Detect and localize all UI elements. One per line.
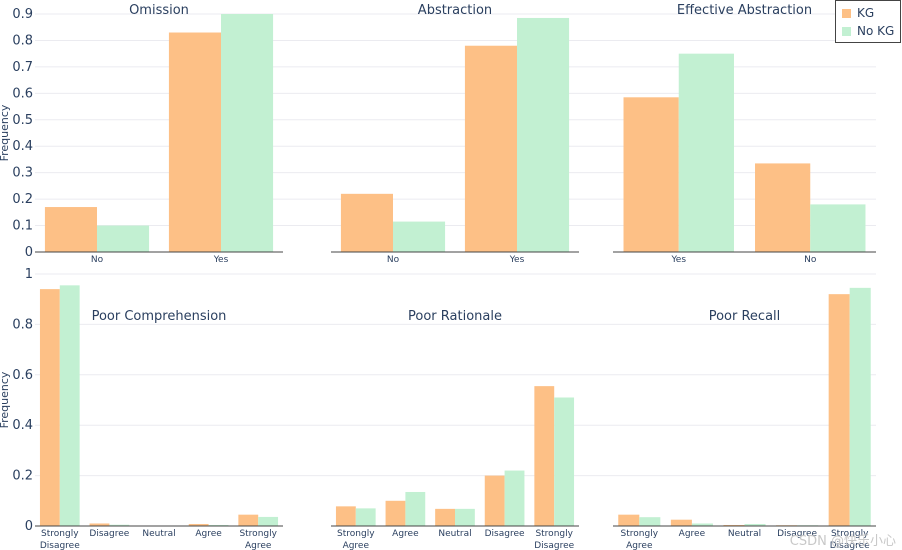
x-tick-label: Neutral [438,529,471,539]
bar-nokg [405,491,426,526]
bar-kg [828,294,850,526]
bar-kg [385,500,406,526]
y-tick-label: 0 [25,245,33,260]
bar-nokg [691,523,713,526]
y-tick-label: 0.2 [12,469,33,484]
x-tick-label: Agree [626,541,653,550]
y-tick-label: 0.6 [12,86,33,101]
legend-swatch-nokg [842,26,851,36]
bar-nokg [810,204,866,252]
x-tick-label: Disagree [89,529,129,539]
bar-kg [39,289,60,526]
x-tick-label: Yes [670,255,686,265]
y-tick-label: 0.6 [12,368,33,383]
bar-nokg [97,225,150,252]
x-tick-label: Agree [392,529,419,539]
bar-kg [335,506,356,526]
legend-item-kg[interactable]: KG [842,6,874,20]
bar-kg [340,193,393,252]
bar-nokg [393,221,446,252]
legend-label-nokg: No KG [857,24,895,38]
y-tick-label: 0.2 [12,192,33,207]
bar-nokg [258,516,279,526]
y-tick-label: 0.8 [12,33,33,48]
x-tick-label: Disagree [777,529,817,539]
y-tick-label: 0.3 [12,166,33,181]
bar-kg [755,163,811,252]
legend-label-kg: KG [857,6,875,20]
bar-kg [670,519,692,526]
x-tick-label: Yes [213,255,229,265]
y-tick-label: 0 [25,519,33,534]
watermark-text: CSDN @快乐小心 [790,534,896,549]
y-axis-label: Frequency [0,371,11,428]
x-tick-label: Disagree [40,541,80,550]
bar-kg [238,514,259,526]
bar-kg [168,32,221,253]
legend-item-nokg[interactable]: No KG [842,24,894,38]
subplot-title: Poor Comprehension [92,309,227,324]
x-tick-label: Disagree [485,529,525,539]
y-axis-label: Frequency [0,104,11,161]
bar-nokg [109,524,130,526]
bar-nokg [554,397,575,526]
bar-nokg [455,508,475,526]
x-tick-label: No [91,255,104,265]
bar-nokg [504,470,525,526]
y-tick-label: 0.8 [12,317,33,332]
x-tick-label: Agree [679,529,706,539]
x-tick-label: Yes [509,255,525,265]
y-tick-label: 0.4 [12,139,33,154]
subplot-title: Effective Abstraction [677,3,812,18]
y-tick-label: 1 [25,267,33,282]
subplot-title: Omission [129,3,189,18]
subplot-title: Poor Rationale [408,309,502,324]
x-tick-label: Agree [245,541,272,550]
y-tick-label: 0.1 [12,219,33,234]
x-tick-label: Strongly [337,529,375,539]
y-tick-label: 0.9 [12,7,33,22]
bar-kg [723,524,745,526]
x-tick-label: No [804,255,817,265]
bar-nokg [221,14,274,252]
bar-nokg [208,524,229,526]
x-tick-label: Disagree [534,541,574,550]
x-tick-label: Strongly [621,529,659,539]
y-tick-label: 0.5 [12,113,33,128]
bar-kg [89,523,110,526]
bar-nokg [59,285,80,526]
x-tick-label: Neutral [142,529,175,539]
bar-nokg [639,517,661,526]
legend[interactable]: KG No KG [835,0,901,43]
y-tick-label: 0.4 [12,418,33,433]
x-tick-label: No [387,255,400,265]
legend-swatch-kg [842,8,851,18]
x-tick-label: Strongly [41,529,79,539]
bar-nokg [355,508,376,526]
x-tick-label: Neutral [728,529,761,539]
x-tick-label: Strongly [535,529,573,539]
bar-kg [623,97,679,252]
bar-nokg [744,523,766,526]
x-tick-label: Strongly [239,529,277,539]
x-tick-label: Agree [195,529,222,539]
bar-kg [484,475,505,526]
y-tick-label: 0.7 [12,60,33,75]
bar-nokg [517,17,570,252]
x-tick-label: Strongly [831,529,869,539]
x-tick-label: Agree [343,541,370,550]
bar-kg [534,386,555,526]
bar-nokg [678,53,734,252]
bar-kg [435,508,455,526]
bar-nokg [849,287,871,526]
bar-kg [464,45,517,252]
bar-kg [618,514,640,526]
x-tick-label: Disagree [830,541,870,550]
subplot-title: Poor Recall [709,309,781,324]
bar-kg [44,207,97,252]
bar-kg [188,523,209,526]
subplot-title: Abstraction [418,3,492,18]
